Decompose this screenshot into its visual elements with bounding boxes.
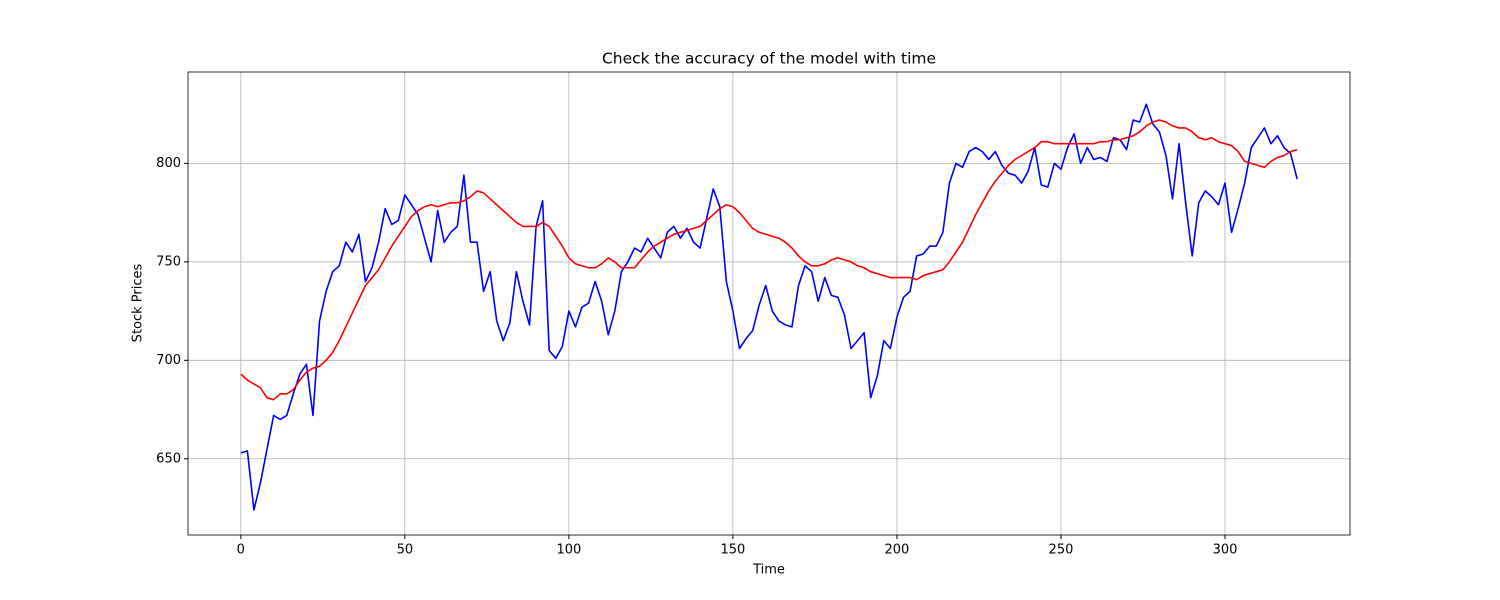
x-tick-label: 200 xyxy=(885,543,910,558)
plot-frame xyxy=(187,71,1351,536)
x-axis-label: Time xyxy=(752,563,785,578)
x-tick-label: 100 xyxy=(556,543,581,558)
x-tick-label: 50 xyxy=(397,543,414,558)
data-line xyxy=(240,119,1298,401)
x-tick-label: 250 xyxy=(1049,543,1074,558)
y-axis-label: Stock Prices xyxy=(131,263,146,342)
data-line xyxy=(240,103,1298,511)
x-tick-label: 300 xyxy=(1213,543,1238,558)
y-tick-label: 800 xyxy=(156,156,181,171)
y-tick-label: 750 xyxy=(156,254,181,269)
y-tick-label: 650 xyxy=(156,451,181,466)
chart-title: Check the accuracy of the model with tim… xyxy=(602,50,936,68)
x-tick-label: 0 xyxy=(237,543,245,558)
y-tick-label: 700 xyxy=(156,353,181,368)
x-tick-label: 150 xyxy=(720,543,745,558)
